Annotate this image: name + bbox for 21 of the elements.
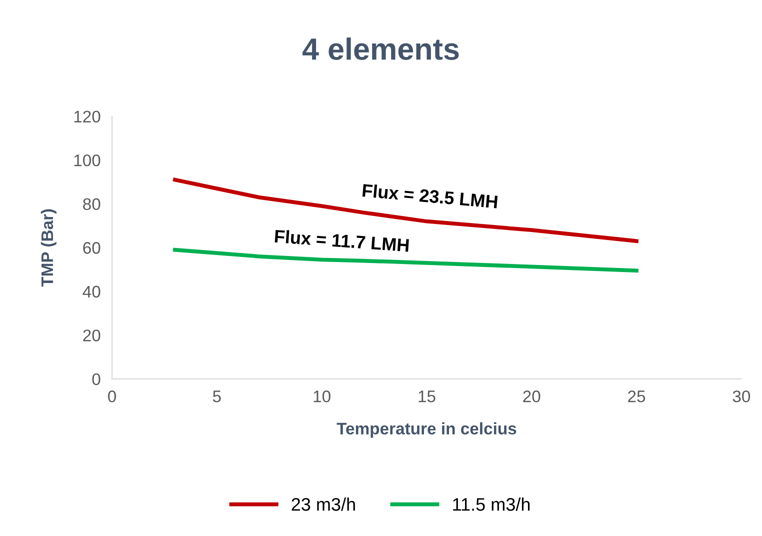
chart-title: 4 elements bbox=[302, 38, 459, 60]
y-tick-label: 20 bbox=[83, 330, 100, 342]
y-tick-label: 80 bbox=[83, 198, 100, 210]
x-tick-label: 25 bbox=[628, 390, 646, 402]
x-tick-label: 10 bbox=[314, 390, 330, 402]
annotation: Flux = 11.7 LMH bbox=[274, 229, 409, 252]
y-tick-label: 120 bbox=[74, 110, 100, 123]
y-tick-label: 60 bbox=[83, 242, 100, 254]
y-tick-label: 40 bbox=[82, 286, 100, 298]
y-tick-label: 100 bbox=[74, 154, 100, 166]
x-tick-label: 30 bbox=[732, 390, 750, 402]
y-tick-label: 0 bbox=[92, 373, 100, 386]
x-tick-label: 0 bbox=[108, 390, 116, 402]
y-axis-title: TMP (Bar) bbox=[40, 209, 56, 287]
x-tick-label: 20 bbox=[523, 390, 540, 402]
x-tick-label: 5 bbox=[212, 390, 221, 402]
annotation: Flux = 23.5 LMH bbox=[362, 183, 498, 208]
legend-label: 23 m3/h bbox=[292, 498, 355, 511]
x-axis-title: Temperature in celcius bbox=[336, 422, 516, 438]
legend-label: 11.5 m3/h bbox=[453, 498, 530, 511]
x-tick-label: 15 bbox=[418, 390, 436, 402]
